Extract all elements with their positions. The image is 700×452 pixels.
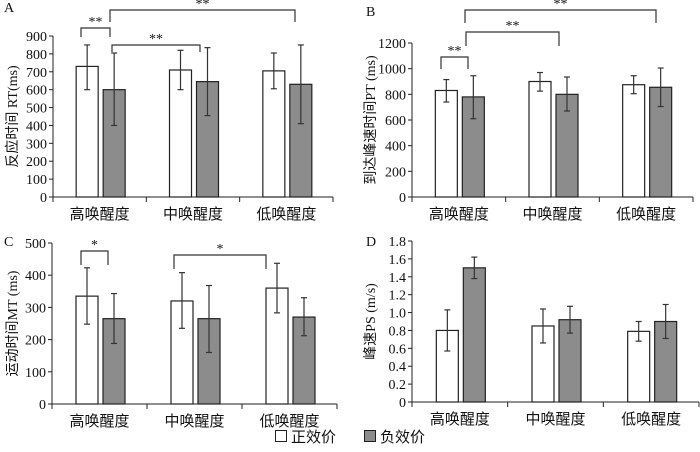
- x-tick-label: 低唤醒度: [616, 206, 676, 223]
- significance-label: **: [554, 0, 568, 12]
- y-tick-label: 600: [385, 114, 406, 129]
- y-tick-label: 200: [385, 165, 406, 180]
- significance-label: **: [89, 15, 103, 30]
- significance-bracket: [465, 31, 560, 46]
- y-tick-label: 0: [39, 398, 46, 413]
- significance-bracket: [111, 44, 201, 52]
- y-tick-label: 300: [26, 137, 47, 152]
- y-tick-label: 1.4: [389, 271, 407, 286]
- x-tick-label: 高唤醒度: [69, 413, 129, 430]
- x-tick-label: 中唤醒度: [164, 413, 224, 430]
- x-tick-label: 中唤醒度: [163, 206, 223, 223]
- legend-swatch-positive: [274, 430, 287, 442]
- significance-bracket: [80, 27, 111, 37]
- y-tick-label: 400: [26, 119, 47, 134]
- legend-item-negative: 负效价: [364, 426, 425, 446]
- y-tick-label: 1.6: [389, 253, 407, 268]
- bar-positive: [434, 89, 458, 198]
- y-tick-label: 300: [25, 301, 46, 316]
- y-axis-label: 峰速PS (m/s): [363, 283, 379, 360]
- y-tick-label: 800: [385, 88, 406, 103]
- y-tick-label: 0.2: [389, 378, 407, 393]
- y-tick-label: 600: [26, 84, 47, 99]
- y-tick-label: 400: [385, 140, 406, 155]
- significance-label: **: [196, 0, 210, 12]
- significance-label: *: [91, 238, 98, 253]
- significance-bracket: [109, 9, 296, 22]
- panel-b: B 到达峰速时间PT (ms) 0 200 400 600 800 1000 1200 高唤醒度 中…: [363, 0, 694, 223]
- y-tick-label: 100: [26, 173, 47, 188]
- significance-label: **: [506, 19, 520, 34]
- x-tick-label: 高唤醒度: [70, 206, 130, 223]
- panel-label: A: [4, 1, 15, 16]
- panel-d: D 峰速PS (m/s) 0 0.2 0.4 0.6 0.8 1.0 1.2 1.4 1.6 1.8 高…: [363, 235, 700, 428]
- y-tick-label: 200: [25, 334, 46, 349]
- y-tick-label: 900: [26, 30, 47, 45]
- y-tick-label: 500: [25, 237, 46, 252]
- legend-item-positive: 正效价: [274, 426, 336, 446]
- legend-label-positive: 正效价: [290, 429, 336, 446]
- panel-a: A 反应时间 RT(ms) 0 100 200 300 400 500 600 700 800 900…: [4, 0, 334, 223]
- y-tick-label: 700: [26, 66, 47, 81]
- y-tick-label: 0: [399, 396, 406, 411]
- y-tick-label: 800: [26, 48, 47, 63]
- significance-label: **: [149, 32, 163, 47]
- significance-bracket: [173, 254, 267, 269]
- y-tick-label: 1.0: [389, 307, 407, 322]
- x-tick-label: 低唤醒度: [256, 206, 316, 223]
- significance-label: *: [217, 242, 224, 257]
- significance-bracket: [80, 250, 109, 265]
- bar-negative: [462, 267, 486, 403]
- y-tick-label: 400: [25, 269, 46, 284]
- y-tick-label: 1000: [378, 63, 406, 78]
- x-tick-label: 低唤醒度: [621, 411, 681, 428]
- panel-label: C: [4, 235, 13, 250]
- x-tick-label: 低唤醒度: [259, 413, 319, 430]
- significance-bracket: [464, 9, 657, 23]
- bar-positive: [622, 84, 646, 198]
- bar-positive: [262, 70, 286, 198]
- y-tick-label: 1200: [378, 37, 406, 52]
- bar-positive: [627, 330, 651, 403]
- y-tick-label: 500: [26, 102, 47, 117]
- y-tick-label: 0.4: [389, 360, 407, 375]
- panel-c: C 运动时间MT (ms) 0 100 200 300 400 500 高唤醒度 中唤醒度 低唤醒度…: [4, 235, 338, 430]
- bar-positive: [528, 80, 552, 198]
- y-tick-label: 0: [399, 191, 406, 206]
- y-tick-label: 1.8: [389, 235, 407, 250]
- y-axis-label: 到达峰速时间PT (ms): [363, 55, 379, 185]
- significance-label: **: [448, 44, 462, 59]
- y-tick-label: 0.8: [389, 324, 407, 339]
- y-tick-label: 0: [40, 191, 47, 206]
- x-tick-label: 中唤醒度: [522, 206, 582, 223]
- y-tick-label: 100: [25, 366, 46, 381]
- legend-label-negative: 负效价: [380, 429, 426, 446]
- x-tick-label: 中唤醒度: [525, 411, 585, 428]
- y-tick-label: 1.2: [389, 289, 407, 304]
- y-tick-label: 0.6: [389, 342, 407, 357]
- legend: 正效价 负效价: [0, 426, 700, 446]
- y-tick-label: 200: [26, 155, 47, 170]
- panel-label: D: [366, 235, 376, 250]
- legend-swatch-negative: [364, 430, 376, 442]
- x-tick-label: 高唤醒度: [429, 206, 489, 223]
- x-tick-label: 高唤醒度: [430, 411, 490, 428]
- y-axis-label: 反应时间 RT(ms): [4, 65, 21, 168]
- panel-label: B: [366, 5, 375, 20]
- y-axis-label: 运动时间MT (ms): [5, 270, 21, 376]
- significance-bracket: [440, 56, 469, 69]
